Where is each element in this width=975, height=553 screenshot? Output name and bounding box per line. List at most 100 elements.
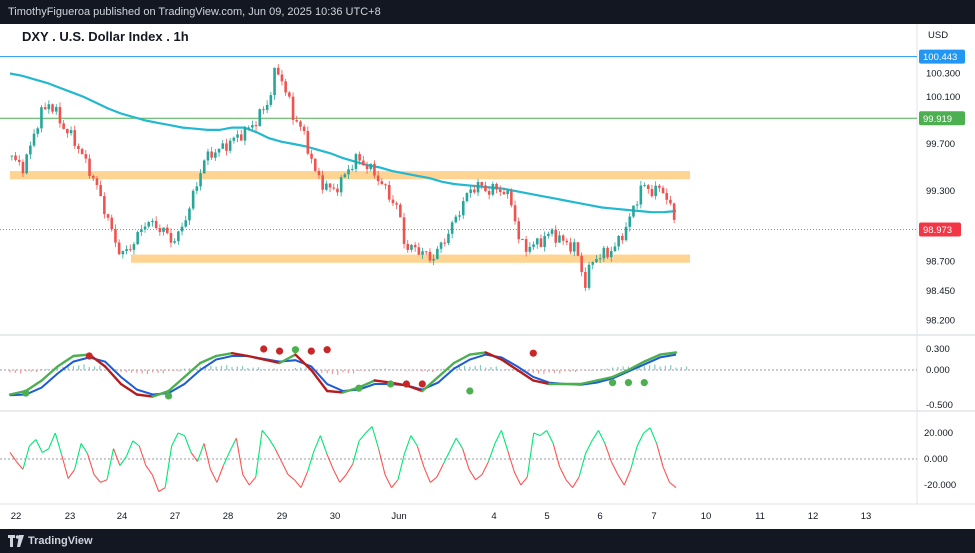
oscillator-segment — [48, 432, 56, 449]
oscillator-segment — [610, 461, 619, 475]
candle — [487, 191, 491, 195]
wave-fast-segment — [421, 375, 440, 393]
wave-signal-dot — [355, 384, 363, 392]
candle — [613, 246, 617, 252]
candle — [291, 96, 295, 121]
oscillator-segment — [559, 466, 567, 481]
candle — [454, 216, 458, 223]
oscillator-segment — [326, 453, 334, 470]
oscillator-segment — [487, 443, 496, 462]
oscillator-segment — [164, 445, 173, 488]
candle — [513, 205, 517, 222]
oscillator-segment — [475, 474, 483, 481]
time-tick-label: 28 — [223, 511, 234, 522]
oscillator-segment — [352, 440, 360, 465]
price-axis[interactable]: 100.300 100.100 99.700 99.300 98.700 98.450 98… — [926, 68, 960, 326]
oscillator-segment — [268, 437, 276, 449]
candle — [484, 185, 487, 192]
oscillator-segment — [507, 451, 515, 473]
wave-axis[interactable]: 0.300 0.000 -0.500 — [926, 344, 953, 411]
candle — [121, 251, 125, 255]
candle — [325, 183, 328, 190]
chart-title: DXY . U.S. Dollar Index . 1h — [22, 29, 189, 44]
chart-canvas[interactable]: DXY . U.S. Dollar Index . 1h USD 100.300… — [0, 24, 975, 529]
candle — [51, 104, 54, 112]
candle — [410, 244, 413, 250]
oscillator-segment — [261, 430, 270, 439]
currency-label: USD — [928, 30, 948, 41]
oscillator-segment — [656, 443, 664, 467]
oscillator-segment — [145, 465, 153, 475]
candle — [584, 272, 587, 288]
candle — [380, 181, 384, 185]
oscillator-segment — [255, 430, 263, 478]
wave-fast-segment — [516, 368, 535, 382]
candle — [147, 222, 151, 227]
candle — [524, 239, 528, 252]
time-tick-label: 12 — [808, 511, 819, 522]
oscillator-segment — [281, 461, 289, 475]
candle — [14, 155, 17, 161]
oscillator-axis[interactable]: 20.000 0.000 -20.000 — [924, 428, 956, 491]
oscillator-segment — [416, 445, 425, 467]
oscillator-segment — [669, 481, 677, 489]
oscillator-segment — [410, 435, 418, 447]
candle — [239, 134, 243, 141]
candle — [254, 125, 258, 127]
candle — [276, 67, 280, 75]
time-axis[interactable]: 22 23 24 27 28 29 30 Jun 4 5 6 7 10 11 12 13 — [11, 511, 872, 522]
oscillator-segment — [494, 430, 502, 444]
candle — [621, 235, 624, 241]
candle — [310, 153, 313, 159]
candle — [54, 107, 58, 112]
price-tick-label: 98.450 — [926, 286, 955, 297]
last-price-label-box — [919, 222, 961, 237]
oscillator-segment — [132, 440, 140, 447]
candle — [376, 175, 380, 182]
candle — [251, 125, 254, 128]
oscillator-pane[interactable] — [0, 412, 917, 504]
price-tick-label: 99.300 — [926, 186, 955, 197]
candle — [443, 242, 447, 244]
candle — [565, 240, 569, 243]
oscillator-segment — [378, 448, 386, 475]
wave-fast-segment — [230, 352, 250, 358]
price-pane[interactable] — [0, 24, 917, 336]
candle — [132, 244, 136, 250]
candle — [672, 203, 676, 220]
oscillator-segment — [16, 461, 24, 470]
candle — [650, 189, 654, 197]
candle — [576, 242, 580, 256]
price-labels-layer: 100.443 99.919 98.973 — [919, 49, 965, 237]
candle — [450, 222, 454, 234]
candle — [32, 133, 36, 146]
publisher-bar: TimothyFigueroa published on TradingView… — [0, 0, 975, 24]
oscillator-segment — [546, 430, 554, 444]
candle — [202, 160, 206, 174]
oscillator-segment — [617, 474, 625, 486]
time-tick-label: 11 — [755, 511, 765, 522]
candle — [169, 233, 173, 243]
candle — [602, 247, 606, 259]
candle — [221, 143, 225, 149]
wave-signal-dot — [22, 389, 30, 397]
wave-fast-segment — [294, 353, 313, 372]
candle — [36, 128, 40, 134]
candle — [62, 123, 65, 129]
wave-pane[interactable] — [0, 336, 917, 412]
oscillator-segment — [500, 430, 509, 452]
publisher-line: TimothyFigueroa published on TradingView… — [8, 6, 381, 18]
candle — [447, 233, 450, 244]
oscillator-segment — [345, 463, 354, 475]
oscillator-segment — [436, 463, 444, 478]
time-tick-label: 29 — [277, 511, 288, 522]
time-tick-label: 22 — [11, 511, 22, 522]
oscillator-segment — [584, 440, 593, 455]
candle — [628, 216, 632, 227]
candle — [125, 249, 128, 252]
candle — [128, 249, 132, 251]
oscillator-segment — [87, 453, 95, 475]
oscillator-segment — [287, 474, 295, 481]
candle — [299, 121, 302, 127]
